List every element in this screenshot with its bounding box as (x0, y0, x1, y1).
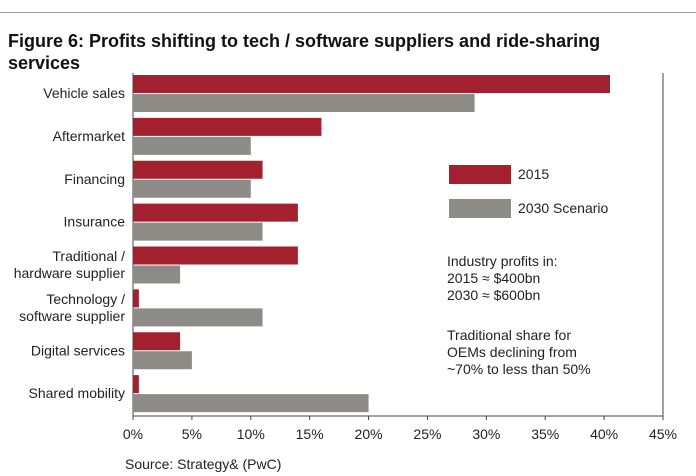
x-tick-label: 5% (182, 426, 202, 442)
source: Source: Strategy& (PwC) (125, 456, 281, 472)
legend-label: 2030 Scenario (518, 200, 609, 216)
bar (133, 160, 263, 179)
y-tick-label: Technology / software supplier (19, 291, 125, 324)
x-tick-label: 20% (355, 426, 383, 442)
x-tick-label: 40% (590, 426, 618, 442)
bar (133, 117, 322, 136)
bar (133, 75, 610, 93)
y-tick-label: Vehicle sales (43, 85, 125, 101)
top-rule (0, 12, 696, 13)
x-tick-label: 35% (531, 426, 559, 442)
bar (133, 289, 139, 308)
bar (133, 394, 369, 413)
bar (133, 94, 475, 112)
bar (133, 375, 139, 394)
x-tick-label: 45% (649, 426, 677, 442)
bar (133, 308, 263, 327)
y-tick-label: Traditional / hardware supplier (14, 248, 126, 281)
bar (133, 351, 192, 370)
y-tick-label: Digital services (31, 342, 125, 358)
y-tick-label: Insurance (64, 213, 126, 229)
bar (133, 203, 298, 222)
x-tick-label: 10% (237, 426, 265, 442)
bar (133, 179, 251, 198)
legend-label: 2015 (518, 166, 549, 182)
y-tick-label: Aftermarket (53, 128, 125, 144)
bar (133, 136, 251, 155)
x-tick-label: 25% (413, 426, 441, 442)
y-tick-label: Shared mobility (29, 385, 126, 401)
y-tick-label: Financing (64, 170, 125, 186)
bar (133, 246, 298, 265)
annotation: Traditional share for OEMs declining from… (447, 327, 591, 377)
bar (133, 222, 263, 241)
legend-swatch (449, 199, 511, 218)
x-tick-label: 0% (123, 426, 143, 442)
bar (133, 332, 181, 351)
x-tick-label: 30% (472, 426, 500, 442)
chart-title: Figure 6: Profits shifting to tech / sof… (8, 31, 601, 73)
legend-swatch (449, 165, 511, 184)
x-tick-label: 15% (296, 426, 324, 442)
annotation: Industry profits in: 2015 ≈ $400bn 2030 ≈ … (447, 253, 558, 303)
bar (133, 265, 181, 284)
